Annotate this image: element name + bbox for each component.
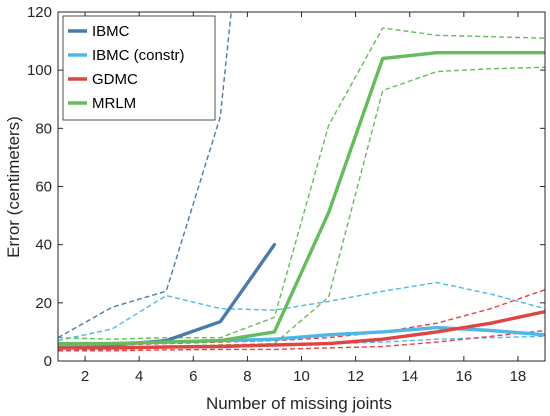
x-tick-label: 8 [243, 368, 251, 385]
series-gdmc-lower-bound [58, 329, 545, 352]
y-tick-label: 20 [35, 295, 52, 312]
x-tick-label: 12 [347, 368, 364, 385]
x-tick-label: 14 [401, 368, 418, 385]
x-tick-label: 18 [510, 368, 527, 385]
x-tick-label: 6 [189, 368, 197, 385]
plot-lines [58, 12, 545, 352]
series-gdmc-line [58, 309, 545, 350]
y-tick-label: 100 [27, 62, 52, 79]
legend-box [62, 15, 216, 121]
y-tick-label: 80 [35, 120, 52, 137]
legend: IBMC IBMC (constr) GDMC MRLM [62, 15, 216, 121]
legend-label: GDMC [92, 71, 138, 88]
x-tick-label: 2 [81, 368, 89, 385]
y-tick-label: 40 [35, 237, 52, 254]
legend-label: IBMC [92, 23, 130, 40]
series-ibmc-upper-bound [58, 12, 232, 339]
axes: 2 4 6 8 10 12 14 16 18 0 20 40 60 80 100 120 [27, 4, 546, 385]
series-mrlm-line [58, 51, 545, 346]
legend-label: IBMC (constr) [92, 47, 185, 64]
y-tick-label: 0 [44, 353, 52, 370]
x-tick-label: 10 [293, 368, 310, 385]
x-axis-label: Number of missing joints [206, 394, 392, 413]
y-tick-label: 60 [35, 179, 52, 196]
series-mrlm-upper-bound [58, 27, 545, 340]
series-ibmc-constr-upper-bound [58, 281, 545, 342]
y-tick-label: 120 [27, 4, 52, 21]
x-tick-label: 4 [135, 368, 143, 385]
y-axis-label: Error (centimeters) [4, 116, 23, 258]
legend-label: MRLM [92, 95, 136, 112]
x-tick-label: 16 [455, 368, 472, 385]
